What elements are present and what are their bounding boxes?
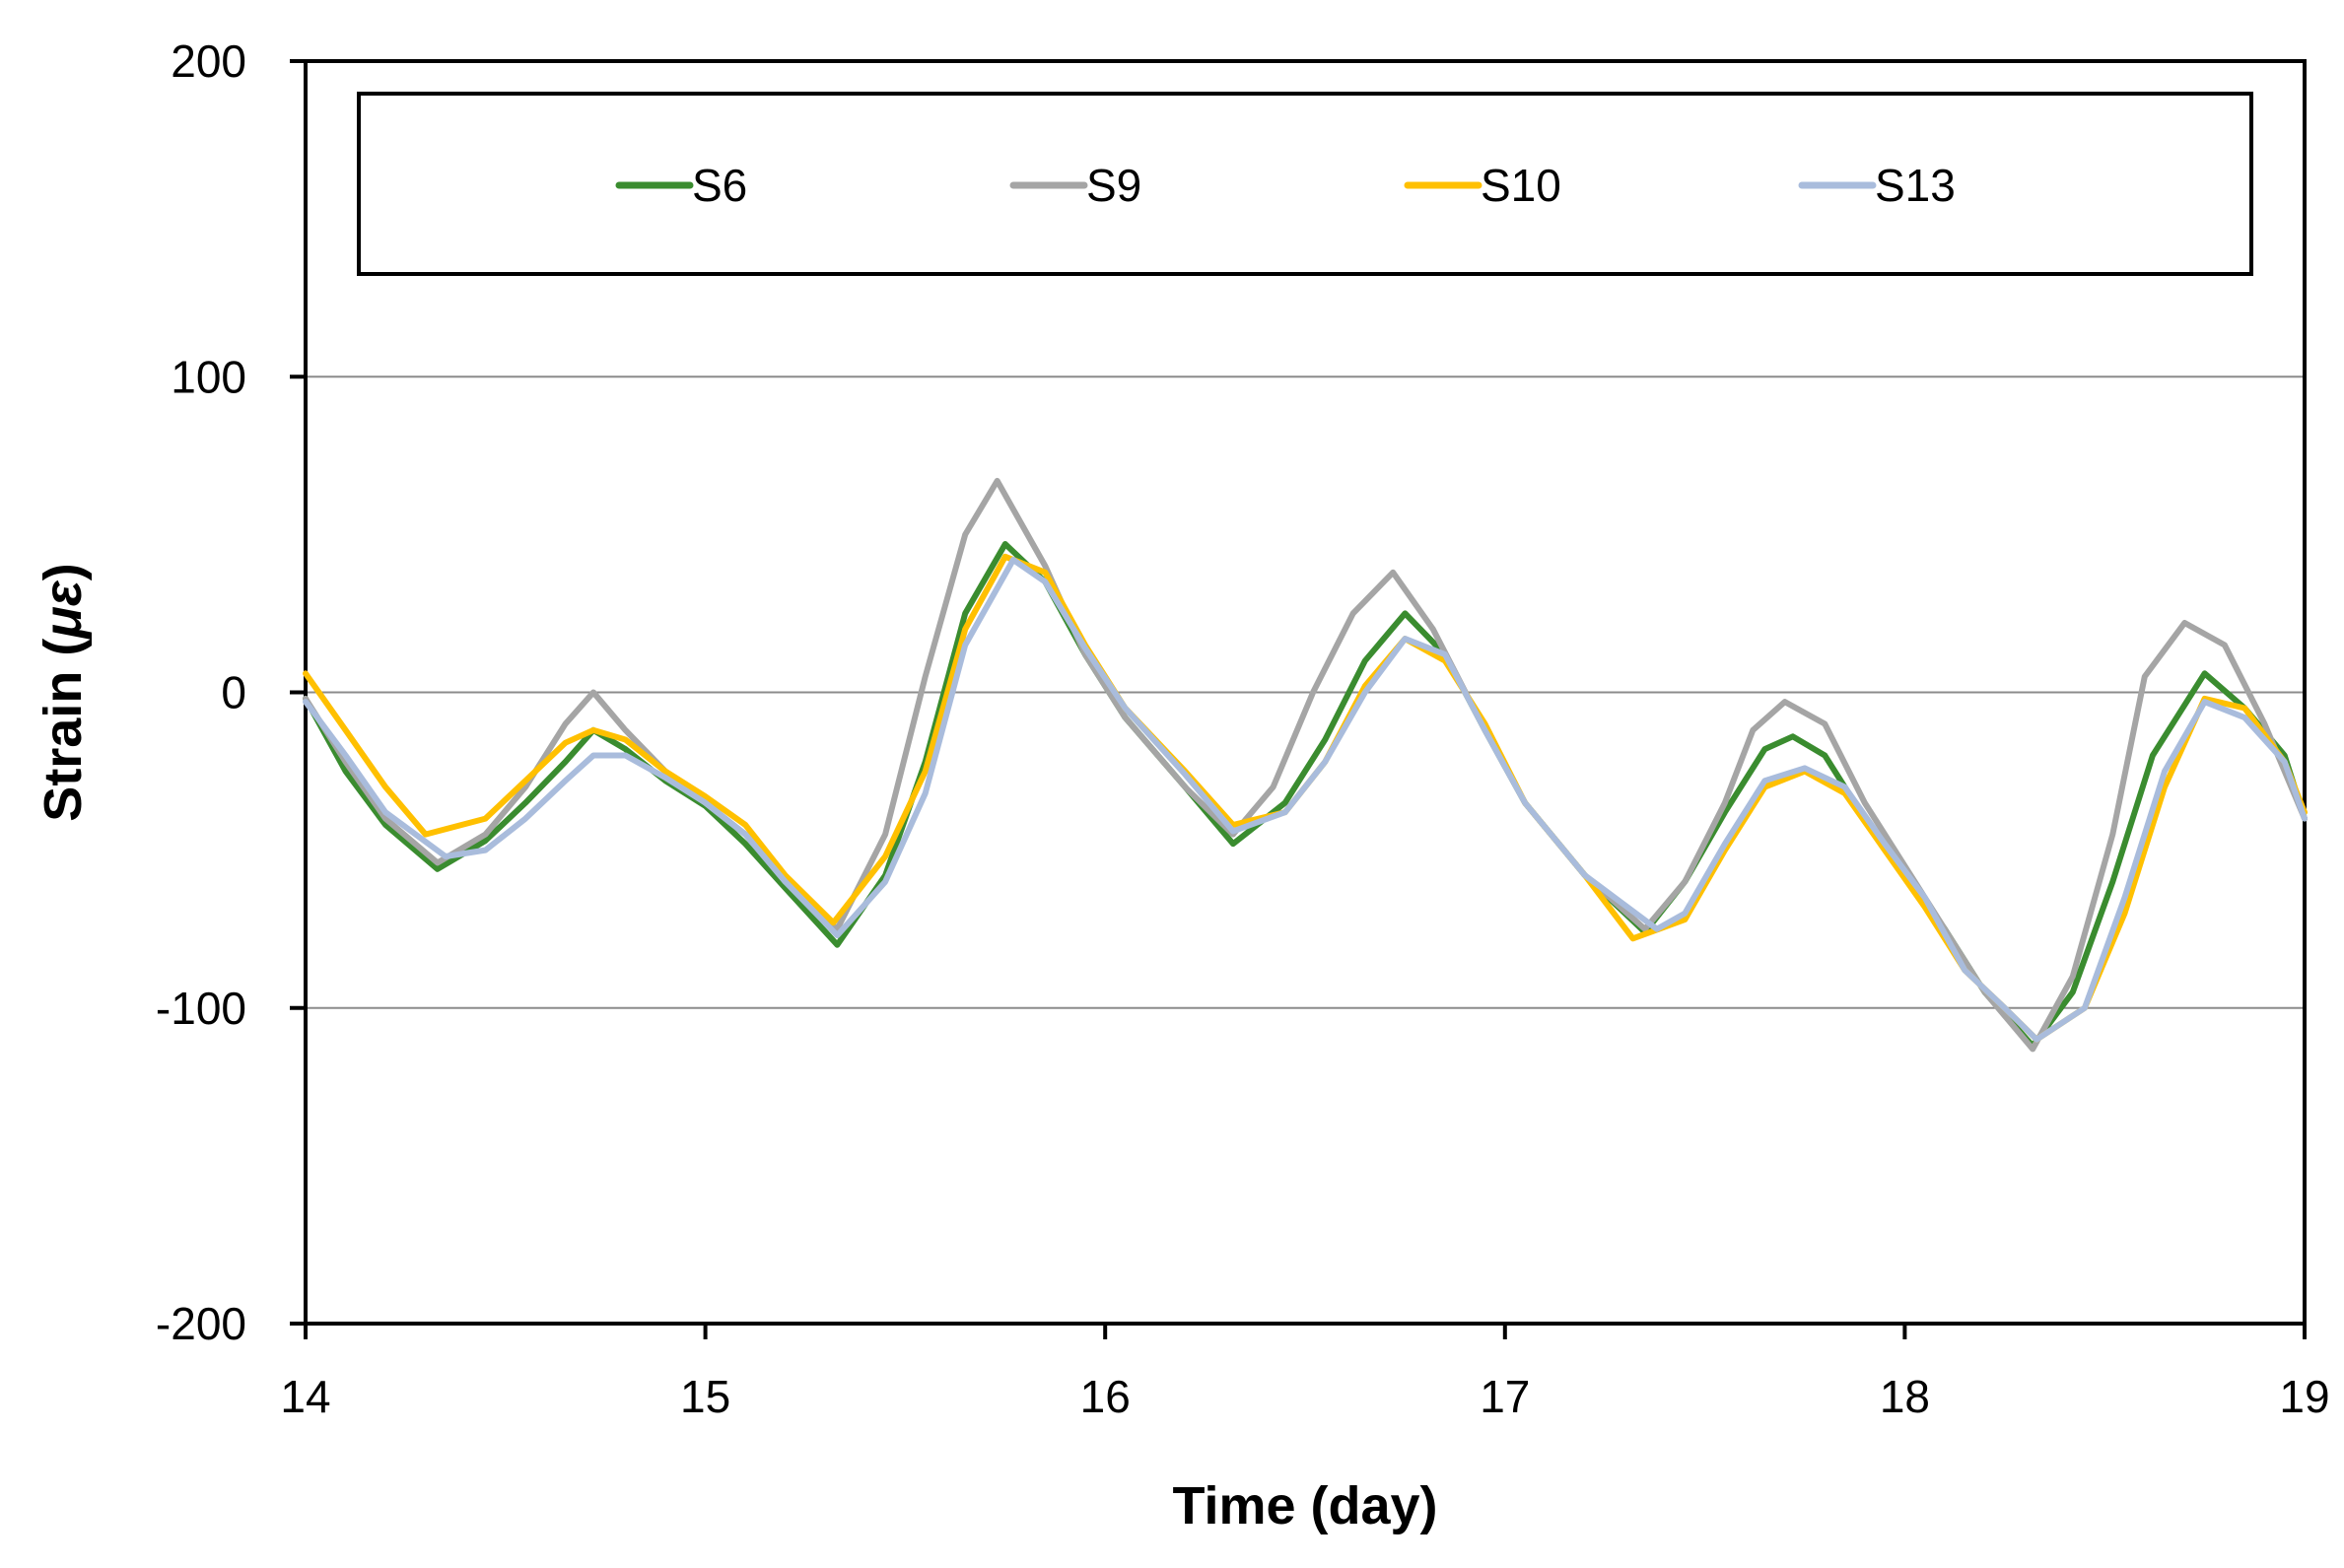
x-tick-label: 19 (2279, 1371, 2329, 1422)
y-axis-title-unit: με (34, 579, 93, 641)
x-axis-ticks: 14 15 16 17 18 19 (280, 1324, 2330, 1422)
y-tick-label: -200 (156, 1298, 246, 1349)
legend-label-s9: S9 (1086, 160, 1141, 211)
series-lines (303, 477, 2308, 1053)
x-axis-title: Time (day) (1172, 1476, 1437, 1535)
legend-label-s13: S13 (1875, 160, 1956, 211)
y-tick-label: -100 (156, 983, 246, 1034)
legend-label-s6: S6 (692, 160, 747, 211)
y-tick-label: 200 (171, 35, 246, 87)
series-line-s9 (303, 477, 2308, 1053)
legend-label-s10: S10 (1481, 160, 1561, 211)
x-tick-label: 15 (680, 1371, 730, 1422)
gridlines (306, 375, 2305, 1009)
x-tick-label: 17 (1480, 1371, 1530, 1422)
x-tick-label: 18 (1880, 1371, 1930, 1422)
series-line-s13 (303, 557, 2308, 1043)
y-tick-label: 100 (171, 351, 246, 402)
series-line-s10 (303, 553, 2308, 1043)
y-axis-title-text: Strain ( (34, 639, 93, 822)
y-axis-title: Strain (με) (34, 563, 93, 821)
y-axis-ticks: -200 -100 0 100 200 (156, 35, 306, 1349)
y-axis-title-close: ) (34, 563, 93, 580)
legend: S6 S9 S10 S13 (357, 92, 2253, 276)
x-tick-label: 14 (280, 1371, 330, 1422)
series-line-s6 (303, 541, 2308, 1050)
y-tick-label: 0 (221, 667, 246, 718)
x-tick-label: 16 (1080, 1371, 1131, 1422)
